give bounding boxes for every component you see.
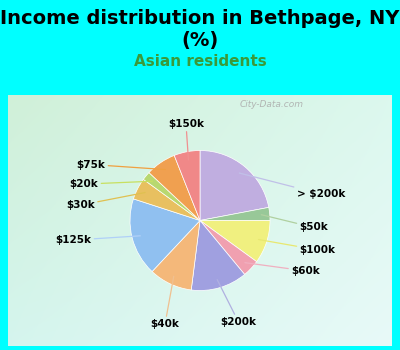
Wedge shape: [149, 155, 200, 220]
Wedge shape: [200, 208, 270, 220]
Wedge shape: [191, 220, 245, 290]
Text: $200k: $200k: [217, 280, 256, 327]
Wedge shape: [200, 220, 257, 274]
Text: > $200k: > $200k: [239, 173, 345, 199]
Text: $75k: $75k: [77, 160, 165, 169]
Text: City-Data.com: City-Data.com: [240, 100, 304, 109]
Wedge shape: [130, 199, 200, 272]
Wedge shape: [152, 220, 200, 290]
Text: $60k: $60k: [245, 262, 320, 276]
Text: $150k: $150k: [168, 119, 204, 160]
Text: $50k: $50k: [261, 215, 328, 232]
Wedge shape: [200, 150, 269, 220]
Wedge shape: [200, 220, 270, 262]
Text: $20k: $20k: [70, 179, 152, 189]
Text: Income distribution in Bethpage, NY
(%): Income distribution in Bethpage, NY (%): [0, 9, 400, 50]
Text: $100k: $100k: [258, 239, 335, 255]
Text: Asian residents: Asian residents: [134, 54, 266, 69]
Text: $40k: $40k: [150, 276, 180, 329]
Wedge shape: [143, 173, 200, 220]
Text: $30k: $30k: [66, 193, 145, 210]
Wedge shape: [174, 150, 200, 220]
Text: $125k: $125k: [56, 235, 140, 245]
Wedge shape: [134, 179, 200, 220]
